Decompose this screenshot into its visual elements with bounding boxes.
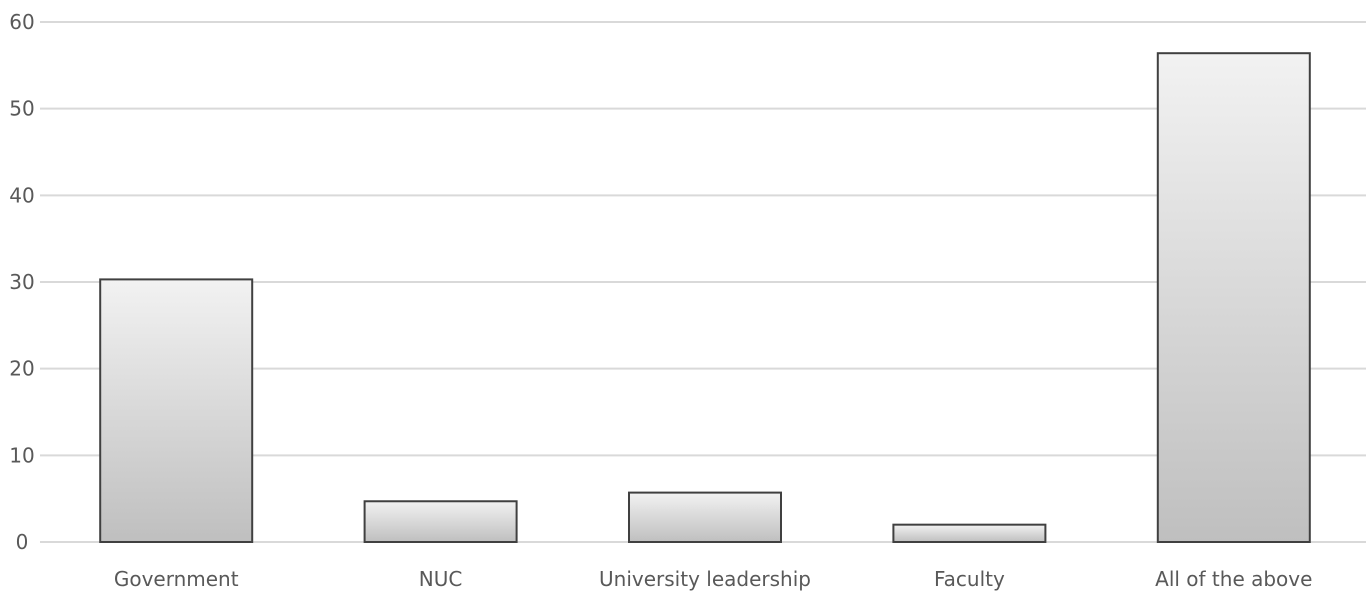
y-tick-label: 40: [9, 183, 34, 207]
y-tick-label: 30: [9, 270, 34, 294]
x-category-label: All of the above: [1155, 567, 1312, 591]
x-category-label: Faculty: [934, 567, 1005, 591]
x-category-label: Government: [114, 567, 239, 591]
gridlines: [40, 21, 1366, 543]
x-axis-category-labels: Government NUC University leadership Facult…: [114, 567, 1313, 591]
y-tick-label: 0: [16, 530, 29, 554]
bar-faculty: [892, 523, 1047, 544]
y-tick-label: 10: [9, 443, 34, 467]
bars: [99, 52, 1311, 544]
x-category-label: NUC: [419, 567, 463, 591]
bar-all-of-the-above: [1156, 52, 1311, 543]
y-tick-label: 50: [9, 97, 34, 121]
y-axis-tick-labels: 0 10 20 30 40 50 60: [9, 10, 34, 554]
bar-nuc: [363, 500, 518, 543]
y-tick-label: 20: [9, 357, 34, 381]
bar-government: [99, 278, 254, 543]
bar-university-leadership: [628, 491, 782, 544]
x-category-label: University leadership: [599, 567, 811, 591]
y-tick-label: 60: [9, 10, 34, 34]
